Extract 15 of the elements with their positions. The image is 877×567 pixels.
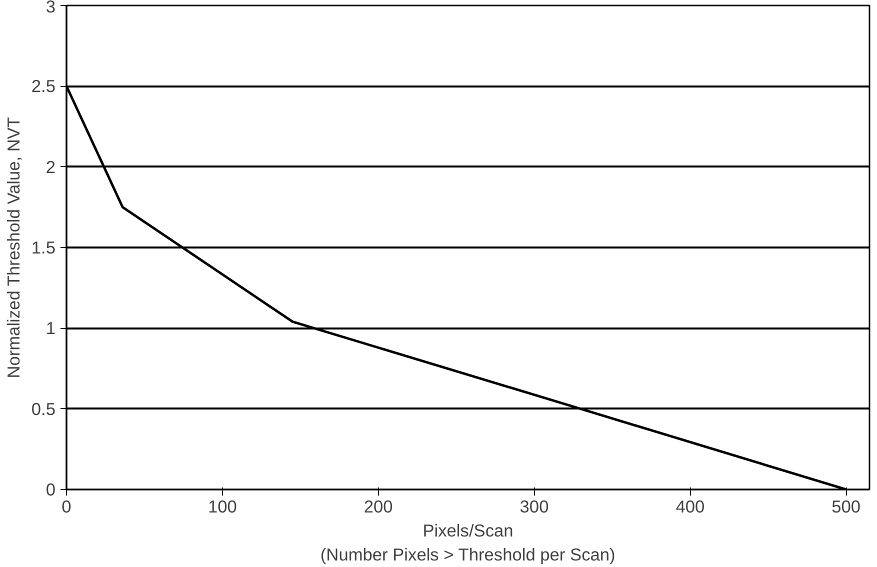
x-tick-label: 300 — [520, 496, 549, 516]
x-axis-title: Pixels/Scan (Number Pixels > Threshold per Scan) — [320, 520, 616, 564]
x-tick-label: 500 — [832, 496, 861, 516]
x-tick-label: 100 — [208, 496, 237, 516]
y-axis-title: Normalized Threshold Value, NVT — [3, 116, 24, 378]
y-tick-label: 0 — [46, 480, 56, 500]
x-tick-label: 400 — [676, 496, 705, 516]
y-tick-label: 0.5 — [31, 398, 56, 419]
y-tick-label: 2 — [46, 156, 56, 177]
y-tick-label: 1 — [46, 318, 56, 338]
x-tick-label: 0 — [62, 496, 72, 516]
y-tick-label: 1.5 — [31, 238, 56, 258]
y-tick-label: 3 — [46, 0, 56, 16]
y-tick-label: 2.5 — [31, 76, 56, 96]
x-tick-label: 200 — [364, 496, 393, 516]
